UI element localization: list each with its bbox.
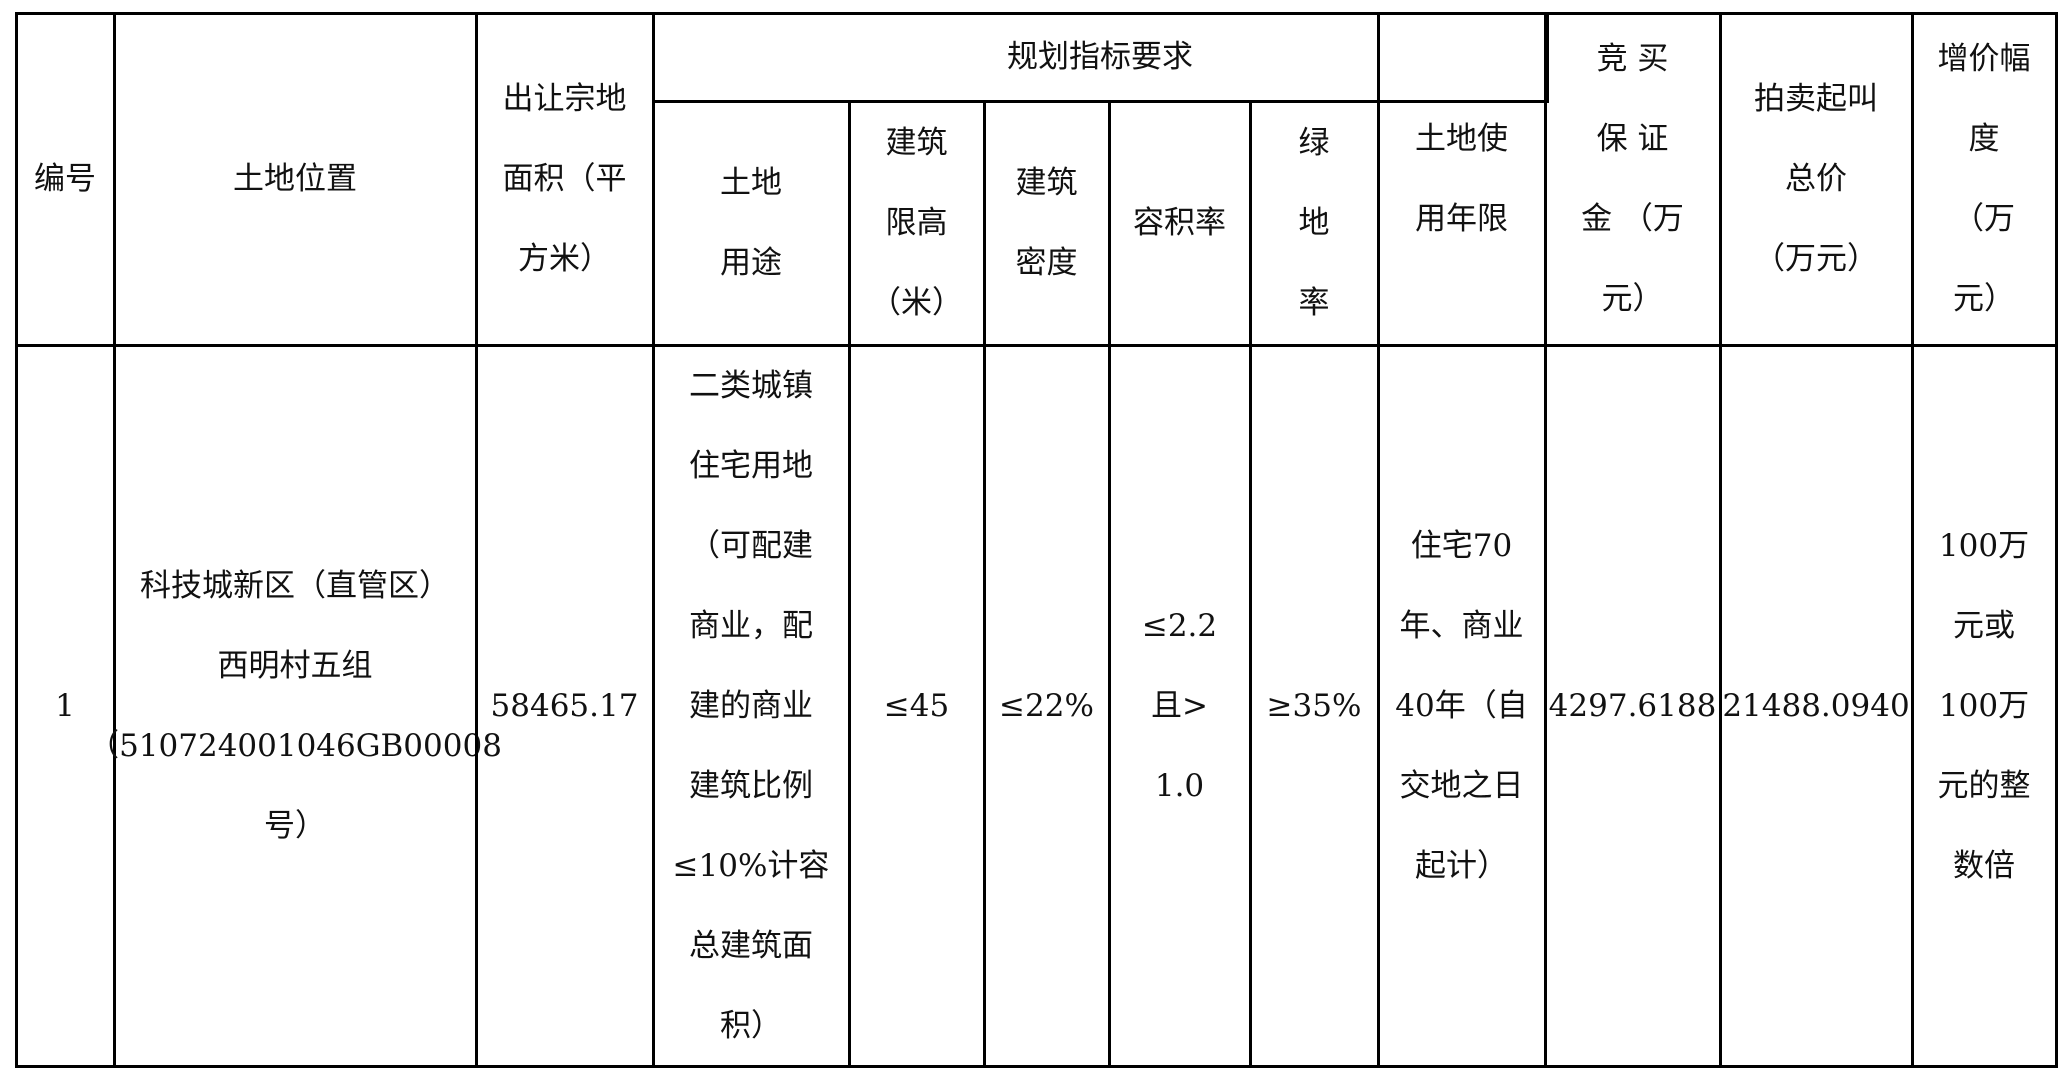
header-id: 编号 <box>14 11 116 347</box>
cell-height-limit: ≤45 <box>847 343 986 1068</box>
header-term: 土地使 用年限 <box>1376 11 1547 347</box>
header-density: 建筑 密度 <box>982 99 1111 347</box>
cell-land-use: 二类城镇 住宅用地 （可配建 商业，配 建的商业 建筑比例 ≤10%计容 总建筑… <box>651 343 851 1068</box>
cell-green: ≥35% <box>1248 343 1380 1068</box>
header-far: 容积率 <box>1107 99 1252 347</box>
cell-term: 住宅70 年、商业 40年（自 交地之日 起计） <box>1376 343 1547 1068</box>
header-start-price: 拍卖起叫 总价 （万元） <box>1718 11 1914 347</box>
cell-increment: 100万 元或 100万 元的整 数倍 <box>1910 343 2058 1068</box>
header-increment: 增价幅 度 （万 元） <box>1910 11 2058 347</box>
header-area: 出让宗地 面积（平 方米） <box>474 11 655 347</box>
cell-density: ≤22% <box>982 343 1111 1068</box>
cell-deposit: 4297.6188 <box>1543 343 1722 1068</box>
header-deposit: 竞 买 保 证 金 （万 元） <box>1543 11 1722 347</box>
header-green: 绿 地 率 <box>1248 99 1380 347</box>
cell-area: 58465.17 <box>474 343 655 1068</box>
header-height-limit: 建筑 限高 （米） <box>847 99 986 347</box>
cell-start-price: 21488.0940 <box>1718 343 1914 1068</box>
cell-far: ≤2.2 且> 1.0 <box>1107 343 1252 1068</box>
cell-location: 科技城新区（直管区） 西明村五组 （510724001046GB00008 号） <box>88 343 502 1068</box>
header-location: 土地位置 <box>112 11 478 347</box>
header-land-use: 土地 用途 <box>651 99 851 347</box>
